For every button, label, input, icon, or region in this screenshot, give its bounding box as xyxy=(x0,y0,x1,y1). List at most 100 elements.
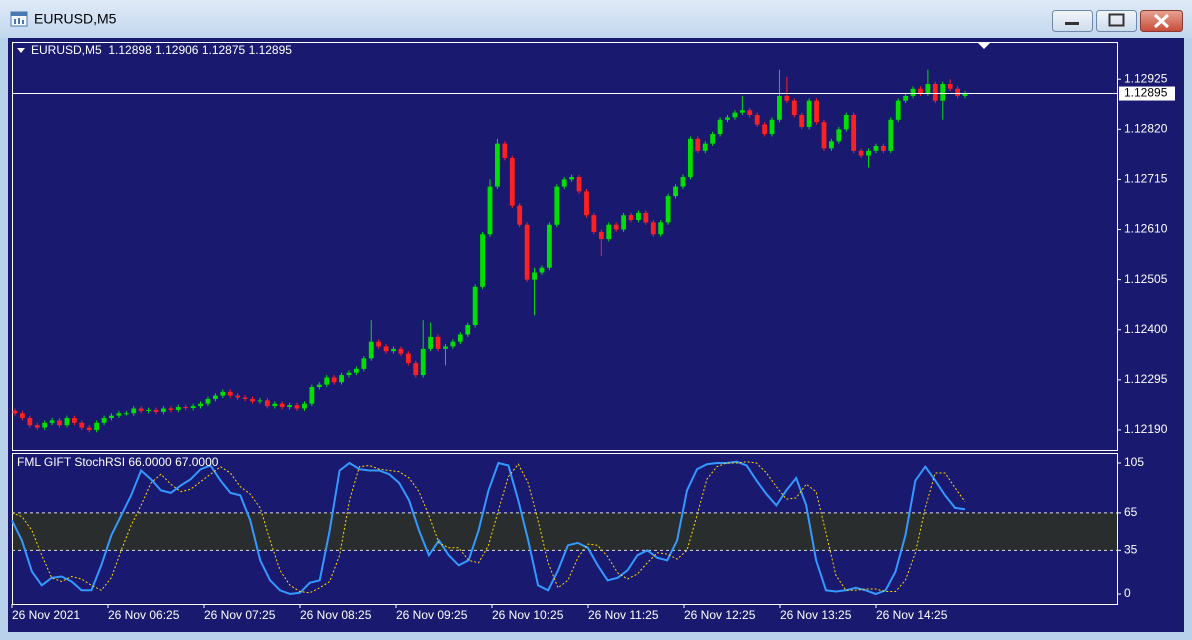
candle-body xyxy=(650,222,656,235)
candle-body xyxy=(777,95,782,120)
candle-body xyxy=(851,115,857,151)
ohlc-open: 1.12898 xyxy=(108,43,152,57)
candle-body xyxy=(895,100,901,120)
candle-body xyxy=(903,95,909,101)
candle-body xyxy=(79,422,85,428)
candle-body xyxy=(34,425,40,428)
candle-body xyxy=(94,422,100,430)
y-tick-label: 105 xyxy=(1124,455,1144,469)
candle-body xyxy=(925,83,931,94)
ohlc-high: 1.12906 xyxy=(155,43,199,57)
candle-body xyxy=(910,88,916,96)
candle-body xyxy=(880,146,886,151)
candle-body xyxy=(123,413,129,415)
x-tick-label: 26 Nov 09:25 xyxy=(396,608,468,622)
candle-body xyxy=(42,422,48,428)
candle-body xyxy=(665,196,671,223)
candle-body xyxy=(940,83,946,101)
x-tick-label: 26 Nov 12:25 xyxy=(684,608,756,622)
candle-body xyxy=(383,346,389,352)
symbol: EURUSD,M5 xyxy=(31,43,102,57)
candle-body xyxy=(591,215,597,232)
candle-body xyxy=(569,177,575,180)
x-tick-label: 26 Nov 08:25 xyxy=(300,608,372,622)
candle-body xyxy=(109,415,114,419)
candle-body xyxy=(821,122,827,149)
candle-body xyxy=(710,134,716,144)
y-tick-label: 1.12820 xyxy=(1124,121,1168,135)
candle-body xyxy=(71,418,77,423)
candle-body xyxy=(465,324,471,335)
candle-body xyxy=(294,405,300,409)
candle-body xyxy=(49,420,55,423)
candle-body xyxy=(888,119,894,151)
candle-body xyxy=(717,119,723,135)
candle-body xyxy=(784,95,790,101)
candle-body xyxy=(918,88,923,94)
candle-body xyxy=(628,215,634,220)
candle-body xyxy=(227,391,233,396)
candle-body xyxy=(101,418,107,423)
candle-body xyxy=(146,409,152,411)
candle-layer: 1.12925 1.12820 1.12715 1.12610 1.12505 1.124… xyxy=(11,69,1175,622)
candle-body xyxy=(220,391,226,396)
candle-body xyxy=(257,400,263,402)
candle-body xyxy=(502,143,508,158)
candle-body xyxy=(673,186,678,197)
candle-body xyxy=(324,377,330,385)
candle-body xyxy=(64,418,70,426)
candle-body xyxy=(509,157,515,206)
candle-body xyxy=(658,222,664,235)
candle-body xyxy=(836,129,842,142)
candle-body xyxy=(769,119,775,135)
x-tick-label: 26 Nov 2021 xyxy=(12,608,80,622)
y-tick-label: 1.12295 xyxy=(1124,372,1168,386)
candle-body xyxy=(131,408,137,414)
candle-body xyxy=(576,177,582,192)
minimize-button[interactable] xyxy=(1052,10,1093,32)
x-tick-label: 26 Nov 10:25 xyxy=(492,608,564,622)
candle-body xyxy=(161,408,166,412)
candle-body xyxy=(316,384,322,388)
shift-marker xyxy=(977,42,991,49)
candle-body xyxy=(57,420,62,426)
candle-body xyxy=(843,115,849,130)
candle-body xyxy=(955,88,960,96)
candle-body xyxy=(405,353,411,364)
candle-body xyxy=(472,286,478,325)
candle-body xyxy=(331,377,337,383)
candle-body xyxy=(539,267,545,273)
candle-body xyxy=(487,186,493,235)
maximize-button[interactable] xyxy=(1096,10,1137,32)
candle-body xyxy=(428,336,434,349)
candle-body xyxy=(175,407,181,410)
candle-body xyxy=(532,272,537,280)
candle-body xyxy=(20,413,25,419)
candle-body xyxy=(287,405,293,408)
indicator-title: FML GIFT StochRSI 66.0000 67.0000 xyxy=(17,455,219,469)
window-title: EURUSD,M5 xyxy=(34,11,117,27)
candle-body xyxy=(584,191,589,216)
x-tick-label: 26 Nov 07:25 xyxy=(204,608,276,622)
close-button[interactable] xyxy=(1140,10,1183,32)
candle-body xyxy=(116,413,122,416)
current-price-label: 1.12895 xyxy=(1124,86,1168,100)
ohlc-low: 1.12875 xyxy=(202,43,246,57)
candle-body xyxy=(198,403,203,407)
indicator-layer: 105 65 35 0 xyxy=(11,455,1144,600)
candle-body xyxy=(762,124,768,135)
title-bar xyxy=(0,0,1192,38)
candle-body xyxy=(413,363,419,376)
candle-body xyxy=(524,224,530,280)
candle-body xyxy=(598,231,604,240)
candle-body xyxy=(361,358,367,369)
candle-body xyxy=(302,403,307,409)
candle-body xyxy=(450,341,456,347)
candle-body xyxy=(621,215,627,230)
candle-body xyxy=(235,395,241,398)
candle-body xyxy=(814,100,819,123)
candle-body xyxy=(732,112,738,118)
candle-body xyxy=(702,143,708,151)
candle-body xyxy=(242,397,248,399)
